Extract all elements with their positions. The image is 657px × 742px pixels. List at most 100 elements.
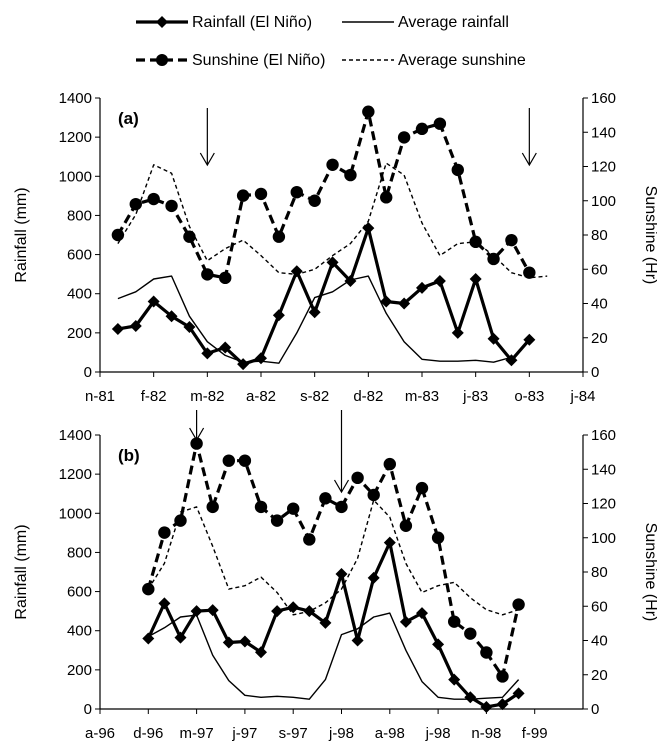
x-tick-label: d-96 (133, 725, 163, 742)
left-y-tick-label: 800 (67, 544, 92, 561)
x-tick-label: j-83 (462, 388, 488, 405)
x-tick-label: s-82 (300, 388, 329, 405)
data-point (158, 597, 171, 610)
x-tick-label: f-99 (522, 725, 548, 742)
data-point (416, 281, 428, 294)
data-point (201, 347, 214, 360)
left-y-tick-label: 200 (67, 325, 92, 342)
data-point (319, 492, 332, 505)
data-point (469, 235, 482, 249)
data-point (399, 615, 412, 628)
data-point (448, 615, 461, 628)
data-point (238, 635, 251, 648)
left-y-tick-label: 400 (67, 623, 92, 640)
x-tick-label: j-98 (425, 725, 451, 742)
left-y-tick-label: 600 (67, 247, 92, 264)
data-point (451, 163, 464, 177)
data-point (383, 457, 396, 471)
panel-a: 0 200 400 600 800 1000 1200 1400 0 20 40 60 80 100 120… (13, 90, 657, 405)
left-y-tick-label: 1400 (59, 90, 92, 107)
left-y-tick-label: 1200 (59, 466, 92, 483)
x-tick-label: n-81 (85, 388, 115, 405)
data-point (487, 332, 500, 345)
series-line (147, 499, 519, 616)
legend-label: Average rainfall (398, 14, 509, 31)
data-point (201, 268, 214, 281)
data-point (190, 437, 203, 450)
data-point (380, 295, 393, 308)
data-point (523, 333, 536, 346)
data-point (523, 266, 536, 279)
data-point (415, 122, 429, 136)
x-tick-label: j-84 (569, 388, 595, 405)
right-y-tick-label: 160 (591, 90, 616, 107)
right-y-tick-label: 120 (591, 496, 616, 513)
data-point (254, 500, 268, 514)
data-point (416, 607, 428, 620)
series-line (146, 540, 520, 709)
data-point (399, 519, 413, 532)
annotation-arrow-head (521, 152, 537, 167)
x-tick-label: s-97 (279, 725, 308, 742)
data-point (287, 502, 300, 515)
data-point (308, 306, 321, 319)
series-line (146, 442, 521, 679)
x-tick-label: m-83 (405, 388, 439, 405)
data-point (451, 326, 464, 339)
data-point (512, 687, 525, 700)
data-point (129, 197, 142, 211)
data-point (255, 352, 267, 365)
legend-label: Rainfall (El Niño) (192, 14, 312, 31)
data-point (270, 514, 284, 527)
annotation-arrow-head (333, 479, 350, 494)
x-tick-label: m-82 (190, 388, 224, 405)
right-y-tick-label: 20 (591, 330, 608, 347)
data-point (222, 454, 235, 467)
x-tick-label: a-98 (375, 725, 405, 742)
data-point (496, 698, 509, 711)
legend-marker (156, 54, 168, 66)
data-point (367, 571, 380, 584)
data-point (236, 189, 250, 202)
data-point (238, 454, 252, 467)
data-point (111, 228, 125, 242)
data-point (308, 194, 321, 207)
right-y-tick-label: 60 (591, 598, 608, 615)
x-tick-label: f-82 (141, 388, 167, 405)
data-point (206, 604, 219, 617)
right-y-tick-label: 100 (591, 193, 616, 210)
data-point (335, 567, 348, 580)
data-point (290, 185, 303, 199)
right-y-tick-label: 0 (591, 364, 599, 381)
data-point (142, 632, 155, 645)
x-tick-label: m-97 (180, 725, 214, 742)
x-tick-label: d-82 (353, 388, 383, 405)
data-point (433, 117, 447, 130)
data-point (147, 192, 160, 206)
data-point (398, 297, 411, 310)
left-y-tick-label: 800 (67, 207, 92, 224)
left-y-tick-label: 1200 (59, 129, 92, 146)
data-point (206, 500, 219, 514)
left-y-tick-label: 200 (67, 662, 92, 679)
right-y-tick-label: 40 (591, 633, 608, 650)
data-point (464, 627, 477, 640)
data-point (433, 274, 446, 287)
left-y-axis-title: Rainfall (mm) (13, 187, 30, 282)
data-point (158, 526, 171, 539)
data-point (367, 488, 380, 502)
left-y-axis-title: Rainfall (mm) (13, 524, 30, 619)
data-point (326, 256, 339, 269)
left-y-tick-label: 1400 (59, 427, 92, 444)
data-point (147, 295, 160, 308)
left-y-tick-label: 400 (67, 286, 92, 303)
data-point (254, 187, 268, 201)
legend-label: Sunshine (El Niño) (192, 52, 325, 69)
data-point (255, 646, 267, 659)
data-point (464, 691, 477, 704)
right-y-tick-label: 100 (591, 530, 616, 547)
series-line (147, 612, 520, 700)
x-tick-label: j-98 (328, 725, 354, 742)
data-point (303, 533, 316, 546)
